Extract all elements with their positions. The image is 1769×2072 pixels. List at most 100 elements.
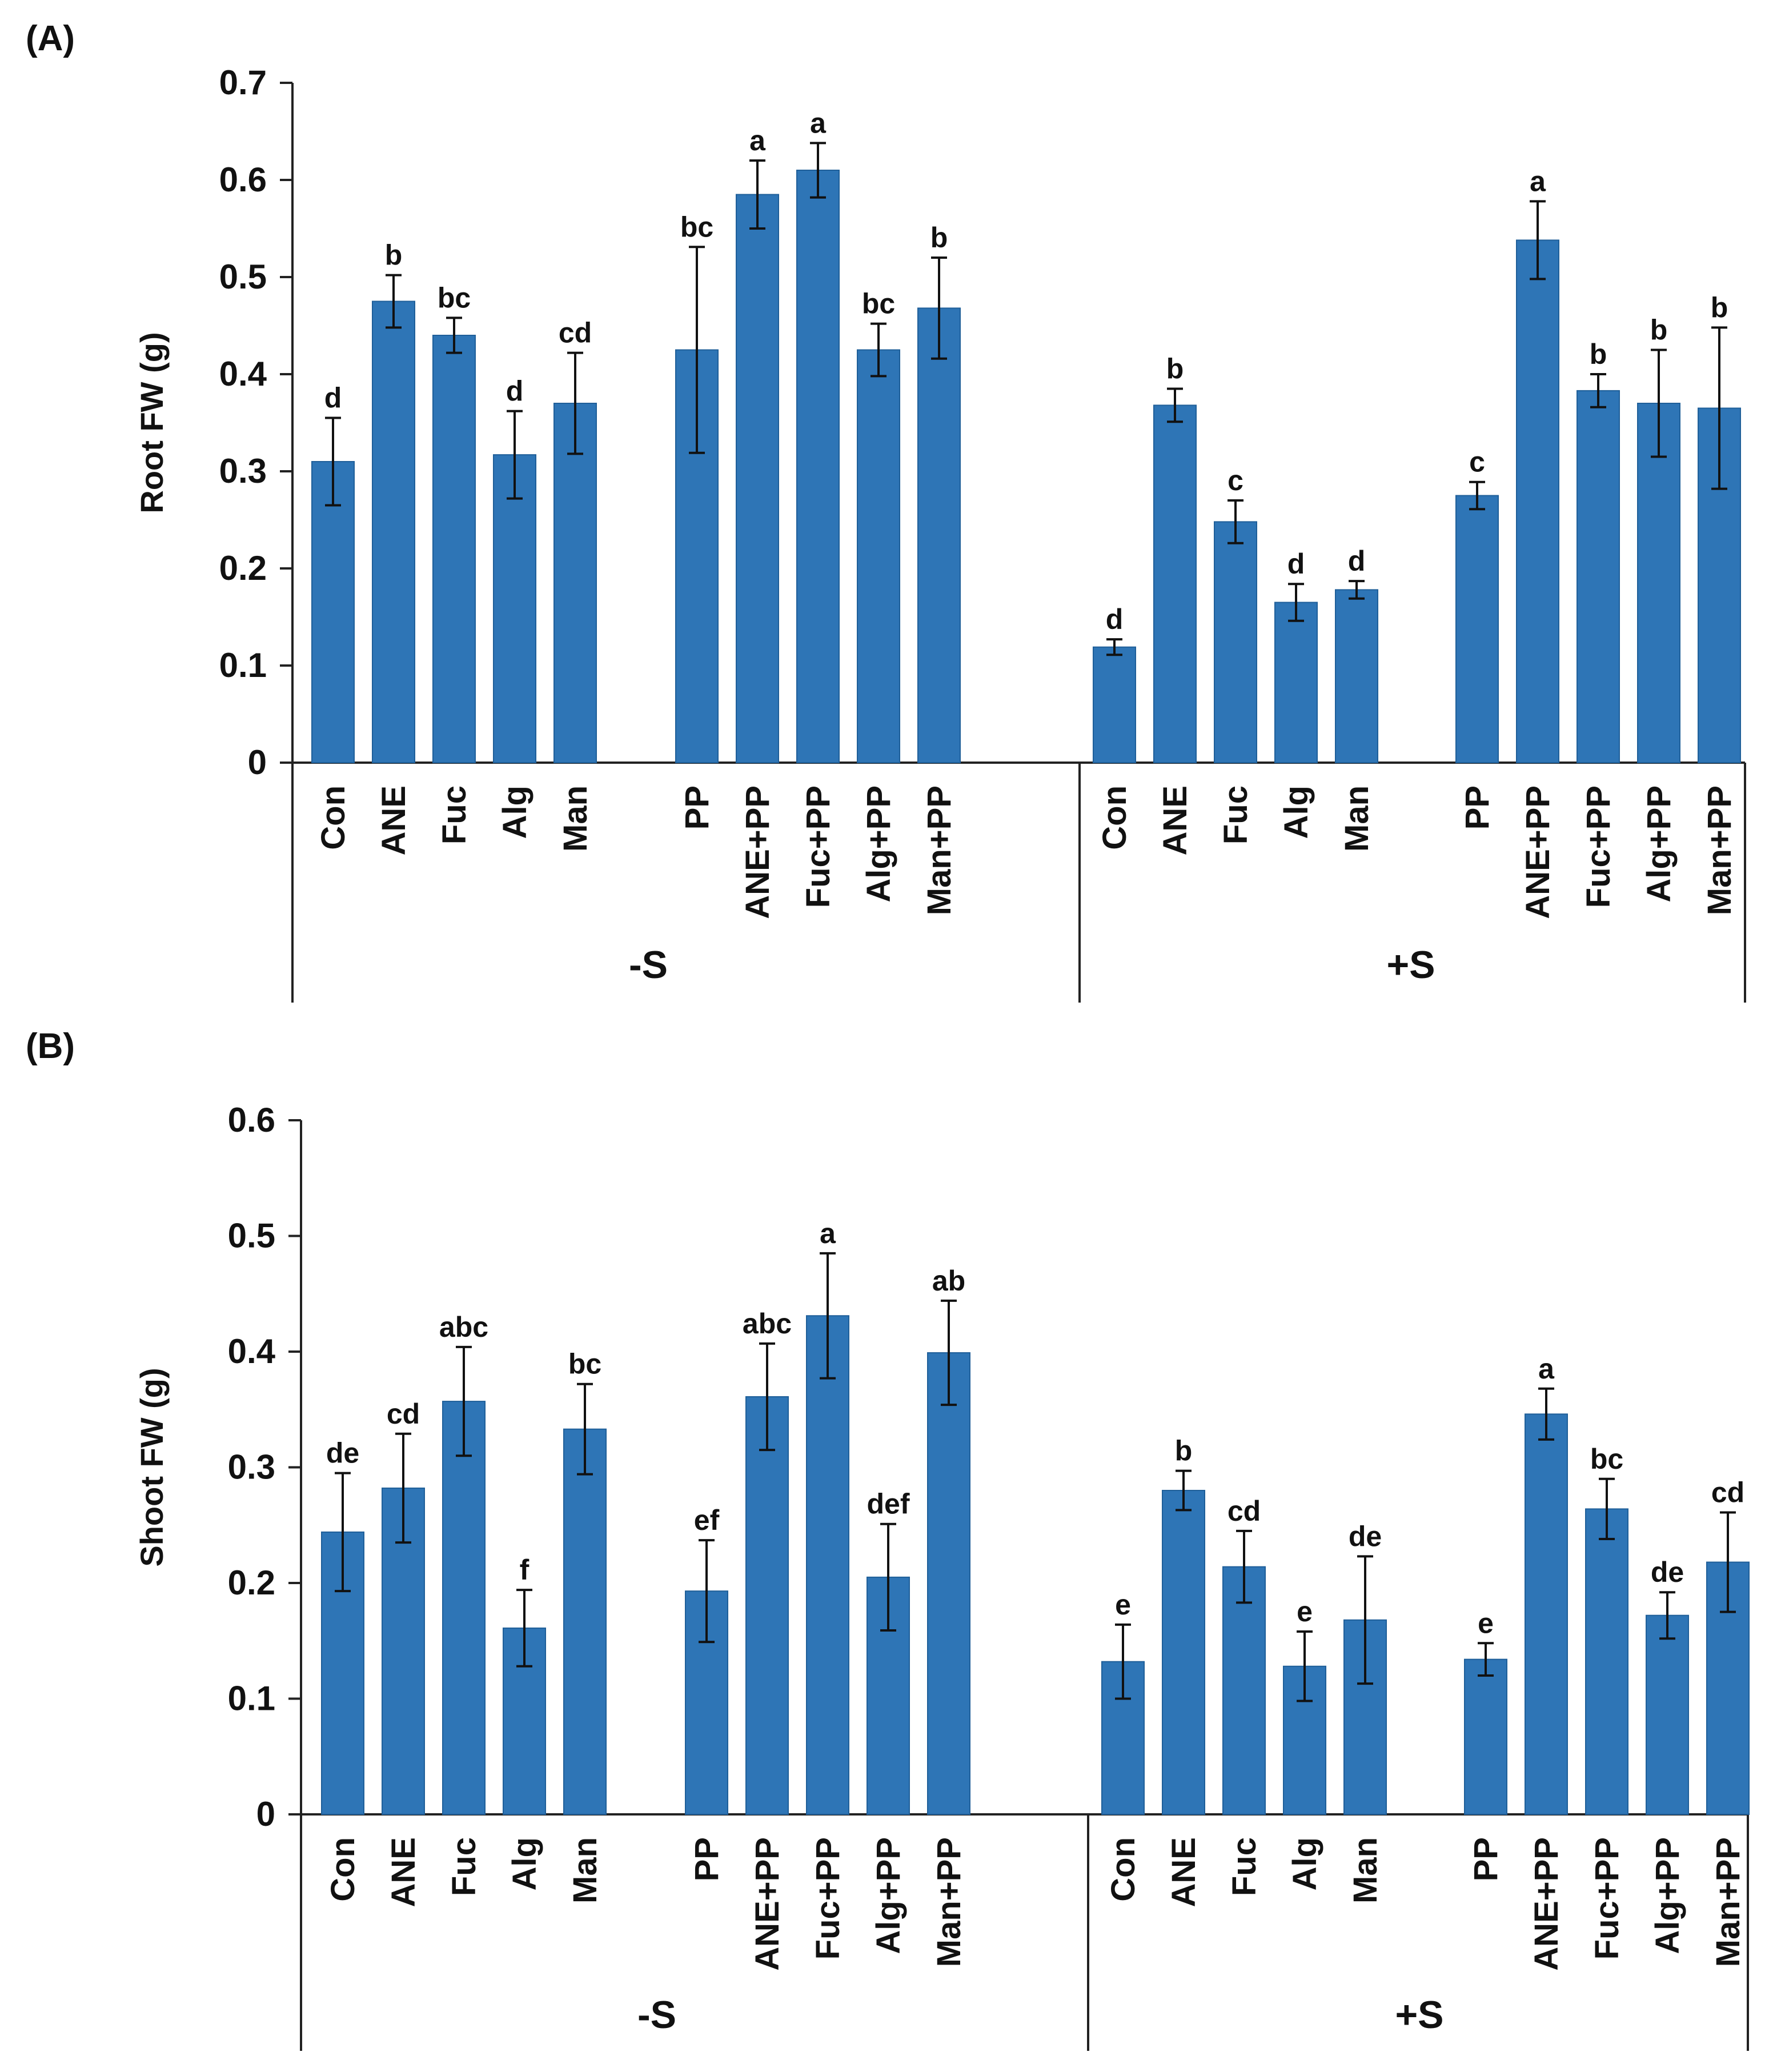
significance-letter: abc	[439, 1311, 488, 1343]
panel-label: (A)	[26, 19, 75, 58]
bar	[1222, 1566, 1266, 1815]
x-category-label: Fuc+PP	[809, 1837, 847, 1959]
significance-letter: bc	[438, 282, 471, 314]
x-category-label: Fuc	[436, 785, 473, 844]
bar	[1637, 403, 1680, 763]
significance-letter: d	[1106, 603, 1124, 635]
y-tick-label: 0.3	[228, 1448, 275, 1486]
y-tick-label: 0.2	[219, 549, 267, 587]
significance-letter: b	[1650, 314, 1668, 346]
significance-letter: bc	[1590, 1443, 1623, 1475]
y-tick-label: 0.1	[219, 646, 267, 684]
y-tick-label: 0.3	[219, 452, 267, 490]
x-category-label: ANE+PP	[1519, 785, 1557, 919]
x-category-label: PP	[1459, 785, 1496, 829]
y-tick-label: 0.4	[228, 1332, 276, 1370]
bar	[1093, 646, 1136, 763]
significance-letter: e	[1478, 1607, 1494, 1639]
bar	[1646, 1614, 1689, 1815]
y-axis-title: Root FW (g)	[134, 332, 170, 513]
significance-letter: ef	[694, 1504, 720, 1536]
x-category-label: Man	[1347, 1837, 1384, 1903]
significance-letter: b	[1166, 353, 1184, 385]
significance-letter: de	[1651, 1556, 1684, 1588]
x-category-label: Man+PP	[930, 1837, 968, 1967]
chart-panel-a: (A) Root FW (g) 0 0.1 0.2 0.3 0.4 0.5 0.6 0.7 -S d C…	[26, 19, 1746, 1003]
significance-letter: de	[1349, 1520, 1382, 1552]
significance-letter: bc	[862, 288, 895, 320]
x-category-label: ANE	[1157, 785, 1194, 855]
x-category-label: Man+PP	[1701, 785, 1738, 915]
x-category-label: Alg+PP	[860, 785, 897, 903]
x-category-label: Alg+PP	[870, 1837, 907, 1954]
group-label: +S	[1395, 1993, 1443, 2037]
significance-letter: de	[326, 1437, 359, 1469]
y-tick-label: 0.6	[219, 161, 267, 199]
x-category-label: PP	[688, 1837, 725, 1881]
significance-letter: def	[867, 1488, 910, 1520]
significance-letter: a	[820, 1217, 836, 1249]
y-axis-title: Shoot FW (g)	[134, 1368, 170, 1566]
bar	[1335, 589, 1378, 764]
significance-letter: abc	[743, 1308, 792, 1340]
significance-letter: b	[1590, 338, 1607, 370]
bar	[372, 300, 415, 763]
x-category-label: PP	[1467, 1837, 1505, 1881]
bar	[1455, 495, 1499, 763]
bar	[736, 194, 779, 763]
x-category-label: ANE	[385, 1837, 422, 1907]
panel-label: (B)	[26, 1027, 75, 1066]
bar	[1464, 1658, 1507, 1815]
significance-letter: cd	[387, 1398, 420, 1430]
x-category-label: Man+PP	[1710, 1837, 1747, 1967]
significance-letter: a	[749, 125, 766, 157]
y-tick-label: 0.5	[228, 1217, 275, 1255]
x-category-label: Con	[324, 1837, 362, 1902]
x-category-label: Alg+PP	[1649, 1837, 1686, 1954]
bar	[1153, 404, 1197, 763]
significance-letter: d	[324, 382, 342, 414]
bar	[1577, 390, 1620, 763]
bar	[857, 349, 900, 763]
bar	[1525, 1413, 1568, 1815]
bar	[1585, 1508, 1628, 1815]
bar	[311, 461, 355, 763]
x-category-label: ANE+PP	[1528, 1837, 1565, 1971]
bar	[442, 1401, 486, 1815]
significance-letter: b	[1175, 1435, 1193, 1467]
significance-letter: a	[810, 107, 827, 139]
bar	[563, 1428, 607, 1815]
bar	[806, 1315, 849, 1815]
bar	[1516, 239, 1559, 763]
x-category-label: Con	[1096, 785, 1133, 850]
significance-letter: b	[930, 222, 948, 254]
significance-letter: e	[1297, 1596, 1313, 1628]
bar	[1274, 602, 1318, 763]
x-category-label: Alg	[506, 1837, 543, 1890]
significance-letter: bc	[680, 211, 713, 243]
significance-letter: c	[1469, 446, 1485, 478]
bar	[796, 170, 840, 763]
significance-letter: ab	[932, 1265, 965, 1297]
x-category-label: Fuc	[1217, 785, 1254, 844]
bar	[917, 307, 961, 763]
x-category-label: Fuc	[446, 1837, 483, 1896]
significance-letter: b	[1711, 291, 1728, 323]
y-tick-label: 0.4	[219, 355, 267, 393]
significance-letter: d	[1287, 548, 1305, 580]
bar	[432, 335, 476, 763]
bar	[745, 1396, 789, 1815]
significance-letter: cd	[1711, 1476, 1744, 1508]
bar	[493, 454, 536, 763]
x-category-label: Fuc	[1226, 1837, 1263, 1896]
y-tick-label: 0.2	[228, 1564, 275, 1602]
bar	[1162, 1490, 1205, 1815]
x-category-label: Alg	[496, 785, 533, 839]
bar	[553, 403, 597, 763]
group-label: +S	[1386, 943, 1435, 987]
x-category-label: ANE	[1165, 1837, 1202, 1907]
significance-letter: cd	[1228, 1495, 1261, 1527]
y-tick-label: 0.6	[228, 1101, 275, 1139]
group-label: -S	[629, 943, 668, 987]
significance-letter: c	[1228, 464, 1243, 496]
